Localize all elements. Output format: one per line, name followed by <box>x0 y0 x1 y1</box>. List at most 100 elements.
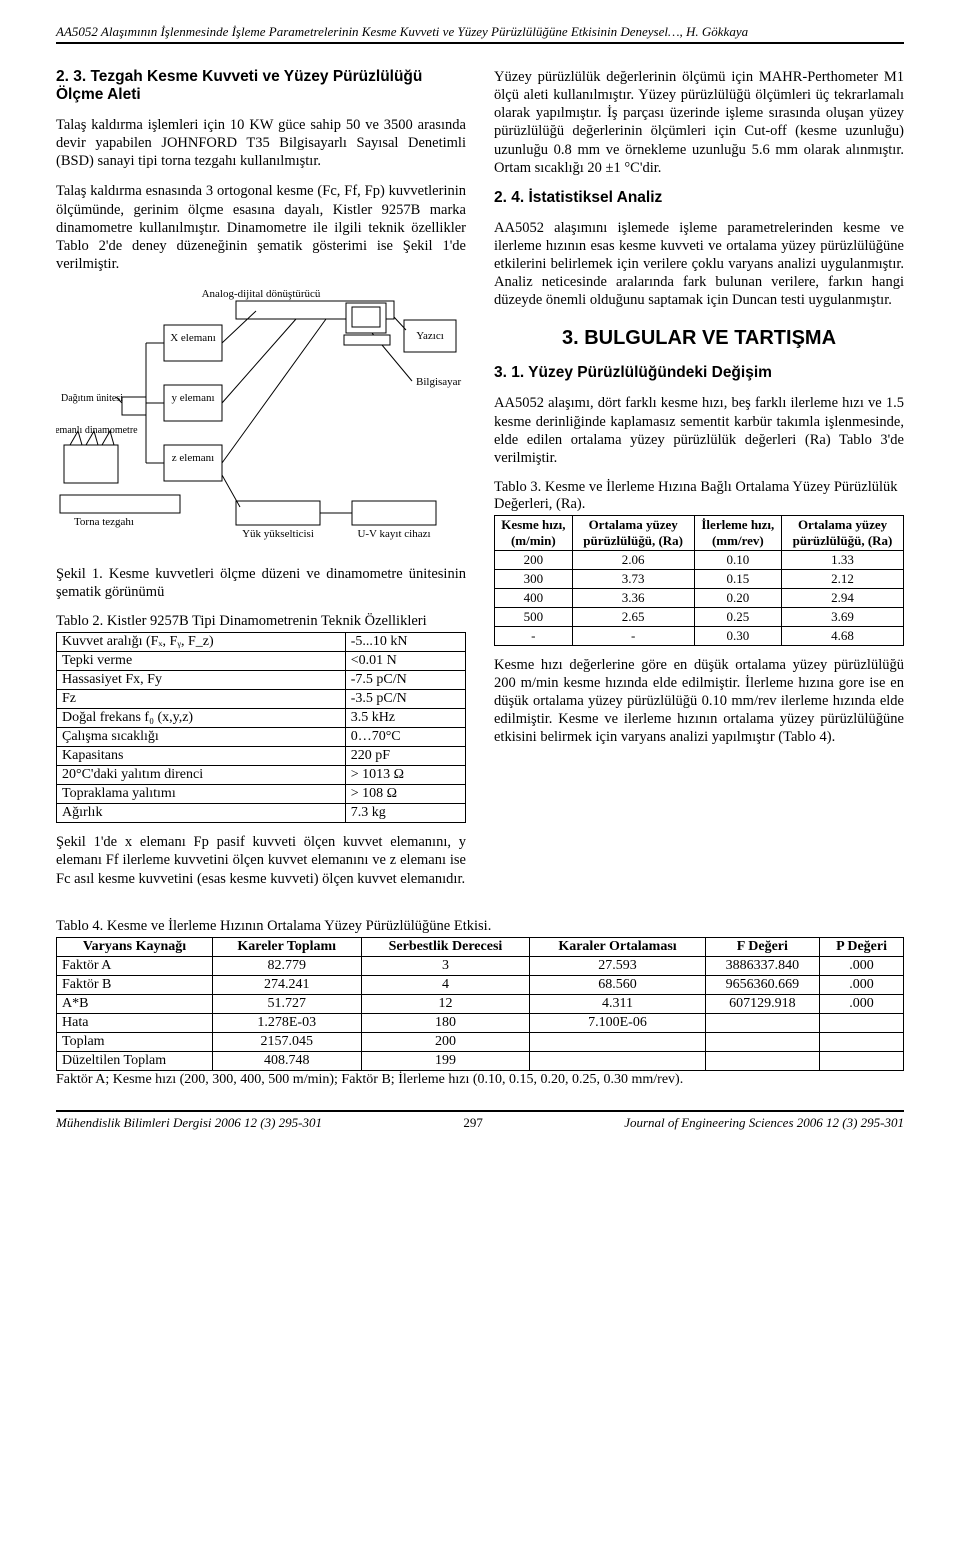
table-cell: 51.727 <box>212 994 361 1013</box>
table-4-footnote: Faktör A; Kesme hızı (200, 300, 400, 500… <box>56 1072 904 1088</box>
table-2-caption: Tablo 2. Kistler 9257B Tipi Dinamometren… <box>56 613 466 630</box>
table-cell: 0.20 <box>694 588 781 607</box>
table-cell: 7.100E-06 <box>530 1013 705 1032</box>
section-3-1-title: 3. 1. Yüzey Pürüzlülüğündeki Değişim <box>494 364 904 382</box>
diagram-label-lathe: Torna tezgahı <box>74 516 134 528</box>
table-4: Varyans KaynağıKareler ToplamıSerbestlik… <box>56 937 904 1071</box>
table-row: 5002.650.253.69 <box>495 607 904 626</box>
left-column: 2. 3. Tezgah Kesme Kuvveti ve Yüzey Pürü… <box>56 68 466 900</box>
table-cell <box>530 1051 705 1070</box>
table-row: 3003.730.152.12 <box>495 569 904 588</box>
diagram-label-y: y elemanı <box>171 392 214 404</box>
table-cell: 0…70°C <box>345 728 465 747</box>
table-cell: > 1013 Ω <box>345 766 465 785</box>
table-cell: .000 <box>820 994 904 1013</box>
table-cell: 12 <box>361 994 530 1013</box>
footer-right: Journal of Engineering Sciences 2006 12 … <box>624 1115 904 1131</box>
diagram-label-z: z elemanı <box>172 452 214 464</box>
left-paragraph-1: Talaş kaldırma işlemleri için 10 KW güce… <box>56 116 466 170</box>
table-2: Kuvvet aralığı (Fₓ, Fᵧ, F_z)-5...10 kNTe… <box>56 632 466 823</box>
table-cell: 274.241 <box>212 975 361 994</box>
table-cell: 2157.045 <box>212 1032 361 1051</box>
right-paragraph-1: Yüzey pürüzlülük değerlerinin ölçümü içi… <box>494 68 904 177</box>
diagram-label-dyn: 3 elemanlı dinamometre <box>56 425 138 436</box>
table-cell: -7.5 pC/N <box>345 671 465 690</box>
table-cell: - <box>495 626 573 645</box>
right-paragraph-4: Kesme hızı değerlerine göre en düşük ort… <box>494 656 904 747</box>
table-header-cell: Kesme hızı, (m/min) <box>495 515 573 550</box>
table-cell <box>820 1013 904 1032</box>
table-cell: 408.748 <box>212 1051 361 1070</box>
table-cell: 199 <box>361 1051 530 1070</box>
table-cell: Doğal frekans f₀ (x,y,z) <box>57 709 346 728</box>
table-row: A*B51.727124.311607129.918.000 <box>57 994 904 1013</box>
table-cell: 200 <box>361 1032 530 1051</box>
table-row: Kapasitans220 pF <box>57 747 466 766</box>
table-cell: <0.01 N <box>345 652 465 671</box>
table-cell: 3 <box>361 956 530 975</box>
table-3-caption: Tablo 3. Kesme ve İlerleme Hızına Bağlı … <box>494 479 904 513</box>
table-cell: Hata <box>57 1013 213 1032</box>
table-3: Kesme hızı, (m/min) Ortalama yüzey pürüzl… <box>494 515 904 646</box>
table-cell: Tepki verme <box>57 652 346 671</box>
right-paragraph-3: AA5052 alaşımı, dört farklı kesme hızı, … <box>494 394 904 467</box>
table-cell: Faktör B <box>57 975 213 994</box>
table-cell: 0.15 <box>694 569 781 588</box>
diagram-label-x: X elemanı <box>170 332 216 344</box>
table-cell: 0.10 <box>694 550 781 569</box>
table-cell: 2.12 <box>782 569 904 588</box>
table-cell: 3886337.840 <box>705 956 819 975</box>
table-cell: 2.06 <box>572 550 694 569</box>
table-cell: 3.36 <box>572 588 694 607</box>
table-cell: 1.278E-03 <box>212 1013 361 1032</box>
table-row: Doğal frekans f₀ (x,y,z)3.5 kHz <box>57 709 466 728</box>
page: AA5052 Alaşımının İşlenmesinde İşleme Pa… <box>0 0 960 1147</box>
table-cell: 3.5 kHz <box>345 709 465 728</box>
table-cell: 1.33 <box>782 550 904 569</box>
table-cell: 4.311 <box>530 994 705 1013</box>
footer-page-number: 297 <box>463 1115 483 1131</box>
table-cell: 3.69 <box>782 607 904 626</box>
table-row: 4003.360.202.94 <box>495 588 904 607</box>
table-header-cell: P Değeri <box>820 937 904 956</box>
table-cell: Kuvvet aralığı (Fₓ, Fᵧ, F_z) <box>57 633 346 652</box>
table-cell: -5...10 kN <box>345 633 465 652</box>
running-header: AA5052 Alaşımının İşlenmesinde İşleme Pa… <box>56 24 904 44</box>
table-header-cell: Varyans Kaynağı <box>57 937 213 956</box>
table-cell: Toplam <box>57 1032 213 1051</box>
section-2-3-title: 2. 3. Tezgah Kesme Kuvveti ve Yüzey Pürü… <box>56 68 466 104</box>
table-4-caption: Tablo 4. Kesme ve İlerleme Hızının Ortal… <box>56 918 904 935</box>
figure-1-svg: Analog-dijital dönüştürücü Yazıcı Bilgis… <box>56 285 466 555</box>
right-paragraph-2: AA5052 alaşımını işlemede işleme paramet… <box>494 219 904 310</box>
table-header-cell: Ortalama yüzey pürüzlülüğü, (Ra) <box>782 515 904 550</box>
table-cell: 20°C'daki yalıtım direnci <box>57 766 346 785</box>
table-cell: 2.65 <box>572 607 694 626</box>
table-row: Faktör B274.241468.5609656360.669.000 <box>57 975 904 994</box>
diagram-label-top: Analog-dijital dönüştürücü <box>202 288 321 300</box>
two-column-body: 2. 3. Tezgah Kesme Kuvveti ve Yüzey Pürü… <box>56 68 904 900</box>
table-cell: .000 <box>820 975 904 994</box>
table-cell: Ağırlık <box>57 804 346 823</box>
table-cell: Kapasitans <box>57 747 346 766</box>
section-3-title: 3. BULGULAR VE TARTIŞMA <box>494 327 904 350</box>
table-cell: 4 <box>361 975 530 994</box>
table-row: 2002.060.101.33 <box>495 550 904 569</box>
diagram-label-rec: U-V kayıt cihazı <box>357 528 430 540</box>
table-cell <box>530 1032 705 1051</box>
table-cell: 7.3 kg <box>345 804 465 823</box>
right-column: Yüzey pürüzlülük değerlerinin ölçümü içi… <box>494 68 904 900</box>
figure-1-diagram: Analog-dijital dönüştürücü Yazıcı Bilgis… <box>56 285 466 555</box>
table-header-cell: Karaler Ortalaması <box>530 937 705 956</box>
table-cell: A*B <box>57 994 213 1013</box>
table-cell <box>820 1051 904 1070</box>
table-cell: -3.5 pC/N <box>345 690 465 709</box>
figure-1-caption: Şekil 1. Kesme kuvvetleri ölçme düzeni v… <box>56 565 466 601</box>
table-cell: - <box>572 626 694 645</box>
table-row: Ağırlık7.3 kg <box>57 804 466 823</box>
table-cell: 180 <box>361 1013 530 1032</box>
table-cell: 220 pF <box>345 747 465 766</box>
table-cell: Çalışma sıcaklığı <box>57 728 346 747</box>
table-cell: 400 <box>495 588 573 607</box>
table-cell: 500 <box>495 607 573 626</box>
table-cell <box>820 1032 904 1051</box>
